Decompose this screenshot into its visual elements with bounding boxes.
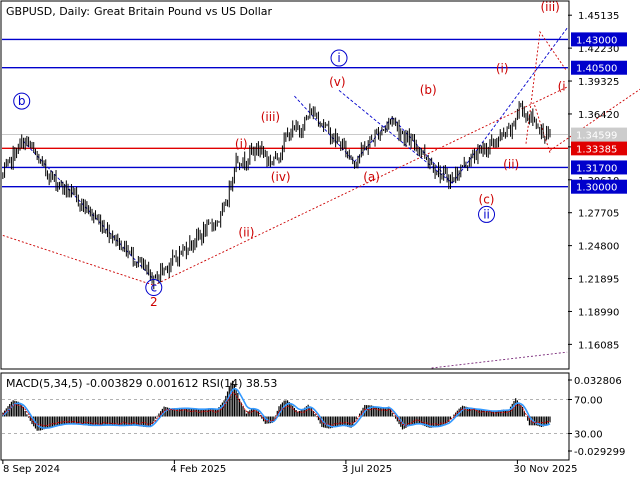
wave-label: (i [558, 79, 566, 93]
red-dotted-line [153, 86, 568, 286]
indicator-tick-label: 70.00 [574, 396, 603, 407]
red-dotted-projection [525, 30, 567, 144]
price-tick-label: 1.42230 [578, 44, 619, 55]
price-tick-label: 1.21895 [578, 275, 619, 286]
wave-label-circle [145, 279, 163, 297]
red-dotted-line [2, 234, 154, 286]
wave-label: (a) [363, 170, 380, 184]
wave-label: c [150, 281, 157, 295]
wave-label: b [18, 94, 26, 108]
price-tick-label: 1.18990 [578, 307, 619, 318]
indicator-tick-label: 0.032806 [574, 376, 622, 387]
wave-label-circle [330, 49, 348, 67]
indicator-tick-label: -0.029299 [574, 447, 625, 458]
wave-label: (c) [479, 193, 495, 207]
rsi-line [2, 391, 551, 427]
level-lines [2, 38, 568, 188]
price-series [2, 100, 551, 290]
wave-label: (v) [329, 75, 345, 89]
current-price-box [571, 127, 627, 142]
price-tick-label: 1.27705 [578, 209, 619, 220]
current-price-label: 1.34599 [576, 131, 617, 142]
wave-labels: b c2 (i) (ii) (iii) (iv) (v) i (a) (b) (c)ii (i) (ii… [13, 0, 566, 309]
level-price-label: 1.30000 [576, 183, 617, 194]
wave-label-circle [478, 205, 496, 223]
red-dotted-line [534, 104, 551, 153]
wave-label-circle [13, 92, 31, 110]
wave-label: (iii) [261, 110, 280, 124]
price-tick-label: 1.45135 [578, 11, 619, 22]
level-price-label: 1.31700 [576, 163, 617, 174]
wave-label: (i) [235, 137, 248, 151]
time-axis: 8 Sep 2024 4 Feb 2025 3 Jul 2025 30 Nov 202… [2, 460, 577, 475]
wave-label: (i) [496, 61, 509, 75]
level-price-box [571, 141, 627, 156]
time-tick-label: 3 Jul 2025 [342, 464, 392, 475]
time-tick-label: 30 Nov 2025 [513, 464, 577, 475]
price-tick-label: 1.39325 [578, 77, 619, 88]
chart-symbol: GBPUSD, Daily: [6, 5, 90, 18]
indicator-title: MACD(5,34,5) -0.003829 0.001612 RSI(14) … [6, 377, 277, 390]
red-dotted-line [549, 88, 640, 151]
level-price-box [571, 179, 627, 194]
chart-description: Great Britain Pound vs US Dollar [94, 5, 273, 18]
indicator-axis: 0.032806 70.00 30.00 -0.029299 [568, 376, 625, 458]
level-price-box [571, 60, 627, 75]
price-tick-label: 1.24800 [578, 242, 619, 253]
time-tick-label: 4 Feb 2025 [170, 464, 226, 475]
wave-label: (ii) [503, 158, 519, 172]
wave-label: (ii) [238, 226, 254, 240]
wave-label: ii [483, 207, 490, 221]
level-price-label: 1.40500 [576, 64, 617, 75]
level-price-box [571, 160, 627, 175]
level-price-label: 1.43000 [576, 35, 617, 46]
level-price-label: 1.33385 [576, 144, 617, 155]
indicator-series [2, 380, 568, 434]
indicator-tick-label: 30.00 [574, 430, 603, 441]
price-tick-label: 1.36420 [578, 110, 619, 121]
purple-dotted-line [431, 351, 568, 369]
price-tick-label: 1.16085 [578, 340, 619, 351]
wave-label: 2 [150, 295, 158, 309]
level-price-box [571, 32, 627, 47]
wave-label: i [337, 51, 340, 65]
macd-signal-line [2, 387, 551, 429]
wave-label: (iii) [541, 0, 560, 14]
price-axis: 1.451351.422301.393251.364201.335151.306… [568, 11, 627, 351]
time-tick-label: 8 Sep 2024 [3, 464, 60, 475]
wave-label: (iv) [271, 170, 291, 184]
wave-label: (b) [420, 83, 437, 97]
price-panel-frame [0, 0, 570, 370]
